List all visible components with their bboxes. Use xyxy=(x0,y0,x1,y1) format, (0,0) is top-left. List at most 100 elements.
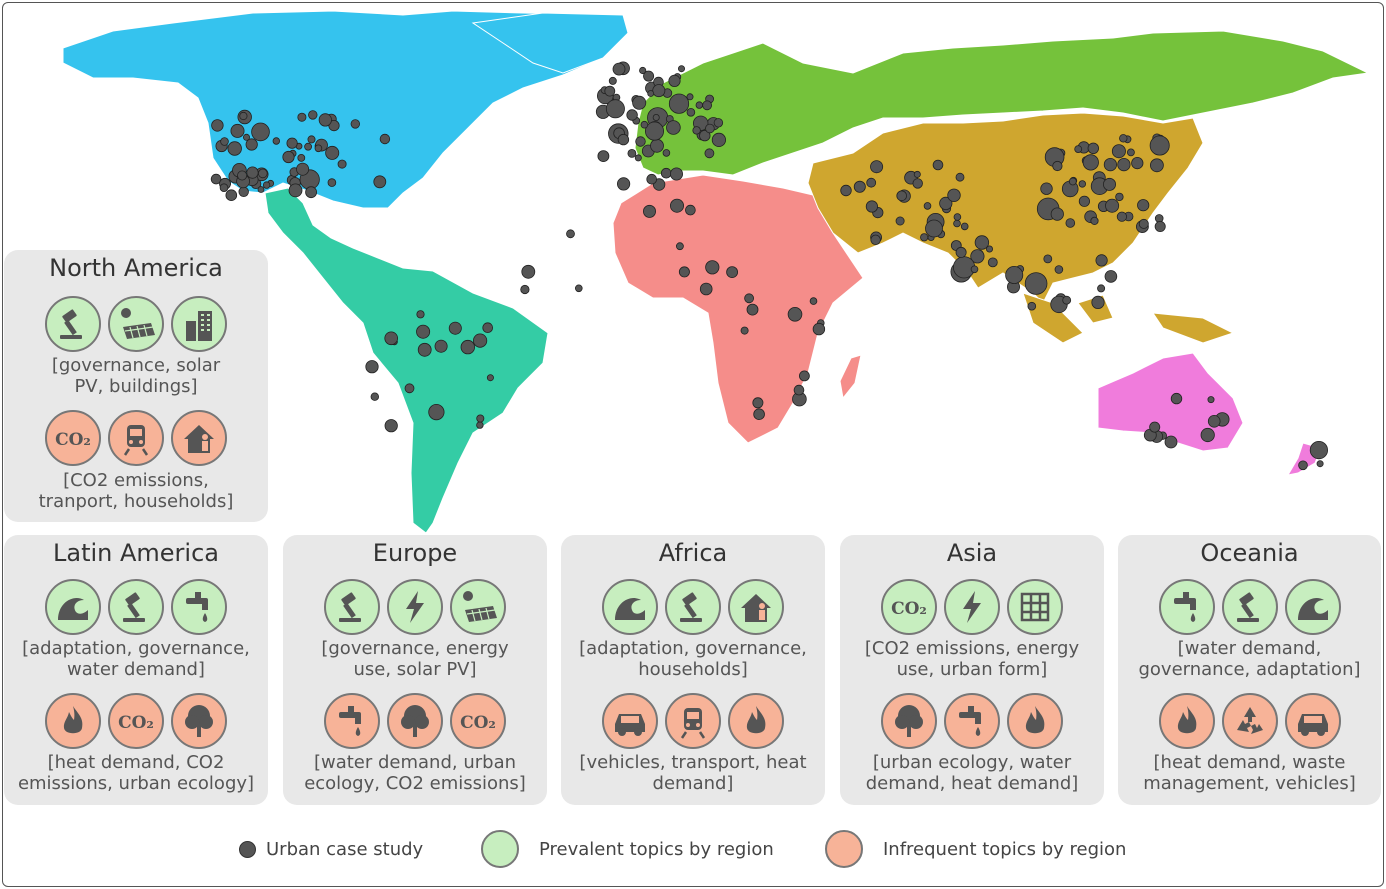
infrequent-icons xyxy=(840,693,1104,749)
case-study-dot xyxy=(416,310,425,319)
case-study-dot xyxy=(486,374,494,382)
train-icon xyxy=(108,410,164,466)
case-study-dot xyxy=(1105,198,1120,213)
case-study-dot xyxy=(650,138,664,153)
case-study-dot xyxy=(379,133,391,145)
case-study-dot xyxy=(286,137,298,149)
case-study-dot xyxy=(1150,158,1164,173)
case-study-dot xyxy=(870,234,881,246)
case-study-dot xyxy=(605,99,625,119)
svg-text:CO₂: CO₂ xyxy=(55,430,91,450)
recycle-icon xyxy=(1221,693,1278,749)
region-oceania xyxy=(1097,352,1244,452)
case-study-dot xyxy=(986,245,994,253)
case-study-dot xyxy=(840,184,852,197)
legend-prevalent-label: Prevalent topics by region xyxy=(539,838,774,860)
panel-title: Africa xyxy=(658,539,728,567)
case-study-dot xyxy=(678,65,686,73)
infrequent-label-line: ecology, CO2 emissions] xyxy=(304,773,526,794)
prevalent-label: [water demand, governance, adaptation] xyxy=(1122,638,1377,680)
case-study-dot xyxy=(939,196,953,210)
case-study-dot xyxy=(953,213,962,221)
case-study-dot xyxy=(246,166,259,179)
case-study-dot xyxy=(308,110,318,120)
water-tap-icon xyxy=(944,693,1000,749)
case-study-dot xyxy=(245,138,258,151)
case-study-dot xyxy=(955,172,965,182)
case-study-dot xyxy=(1115,192,1124,202)
case-study-dot xyxy=(678,266,690,278)
case-study-dot xyxy=(597,150,610,163)
case-study-dot xyxy=(1103,177,1117,191)
legend-infrequent-label: Infrequent topics by region xyxy=(883,838,1127,860)
case-study-dot xyxy=(482,322,494,334)
infrequent-label: [urban ecology, water demand, heat deman… xyxy=(844,752,1100,794)
tree-icon xyxy=(881,693,937,749)
case-study-dot xyxy=(1091,295,1105,309)
wave-icon xyxy=(45,579,101,635)
lightning-icon xyxy=(387,579,443,635)
panel-title: Latin America xyxy=(53,539,219,567)
panel-title: Europe xyxy=(372,539,458,567)
flame-icon xyxy=(45,693,101,749)
legend-infrequent: Infrequent topics by region xyxy=(825,829,1126,869)
case-study-dot xyxy=(1131,157,1144,170)
case-study-dot xyxy=(297,112,307,122)
gavel-icon xyxy=(108,579,164,635)
case-study-dot xyxy=(1005,265,1024,284)
case-study-dot xyxy=(1078,195,1091,207)
prevalent-label-line: water demand] xyxy=(67,659,205,680)
case-study-dot xyxy=(1065,218,1076,228)
solar-panel-icon xyxy=(108,296,164,352)
household-icon xyxy=(728,579,784,635)
case-study-dot xyxy=(1050,207,1064,221)
region-greenland xyxy=(471,12,629,74)
prevalent-label-line: [governance, solar xyxy=(51,355,221,376)
train-icon xyxy=(665,693,721,749)
infrequent-icons: CO₂ xyxy=(283,693,547,749)
case-study-dot xyxy=(220,137,229,146)
case-study-dot xyxy=(752,397,764,409)
case-study-dot xyxy=(1164,435,1178,449)
tree-icon xyxy=(387,693,443,749)
case-study-dot xyxy=(1119,134,1128,143)
case-study-dot xyxy=(695,101,703,109)
case-study-dot xyxy=(608,76,617,85)
prevalent-icons xyxy=(1118,579,1381,635)
case-study-dot xyxy=(251,122,270,142)
gavel-icon xyxy=(324,579,380,635)
case-study-dot xyxy=(1200,427,1215,443)
case-study-dot xyxy=(1097,284,1106,293)
solar-panel-icon xyxy=(450,579,506,635)
case-study-dot xyxy=(1074,145,1083,154)
case-study-dot xyxy=(472,333,488,348)
case-study-dots xyxy=(210,61,1329,471)
case-study-dot xyxy=(1137,199,1150,212)
case-study-dot xyxy=(1316,460,1324,468)
prevalent-label-line: [water demand, xyxy=(1177,638,1322,659)
case-study-dot xyxy=(304,142,313,151)
case-study-dot xyxy=(660,167,672,179)
case-study-dot xyxy=(1154,220,1166,232)
case-study-dot xyxy=(318,113,332,127)
car-icon xyxy=(1284,693,1341,749)
case-study-dot xyxy=(1027,301,1037,311)
infrequent-icons: CO₂ xyxy=(4,410,268,466)
prevalent-icons xyxy=(4,296,268,352)
case-study-dot xyxy=(635,136,646,147)
case-study-dot xyxy=(257,186,265,193)
infrequent-label-line: [heat demand, CO2 xyxy=(47,752,225,773)
case-study-dot xyxy=(740,326,749,335)
wave-icon xyxy=(1284,579,1341,635)
case-study-dot xyxy=(799,370,810,382)
region-north-america xyxy=(62,10,629,209)
case-study-dot xyxy=(705,123,715,134)
case-study-dot xyxy=(520,284,530,295)
case-study-dot xyxy=(227,141,242,156)
case-study-dot xyxy=(726,266,738,279)
case-study-dot xyxy=(1116,211,1128,222)
case-study-dot xyxy=(853,180,866,193)
infrequent-label-line: demand, heat demand] xyxy=(865,773,1079,794)
case-study-dot xyxy=(1082,154,1099,171)
